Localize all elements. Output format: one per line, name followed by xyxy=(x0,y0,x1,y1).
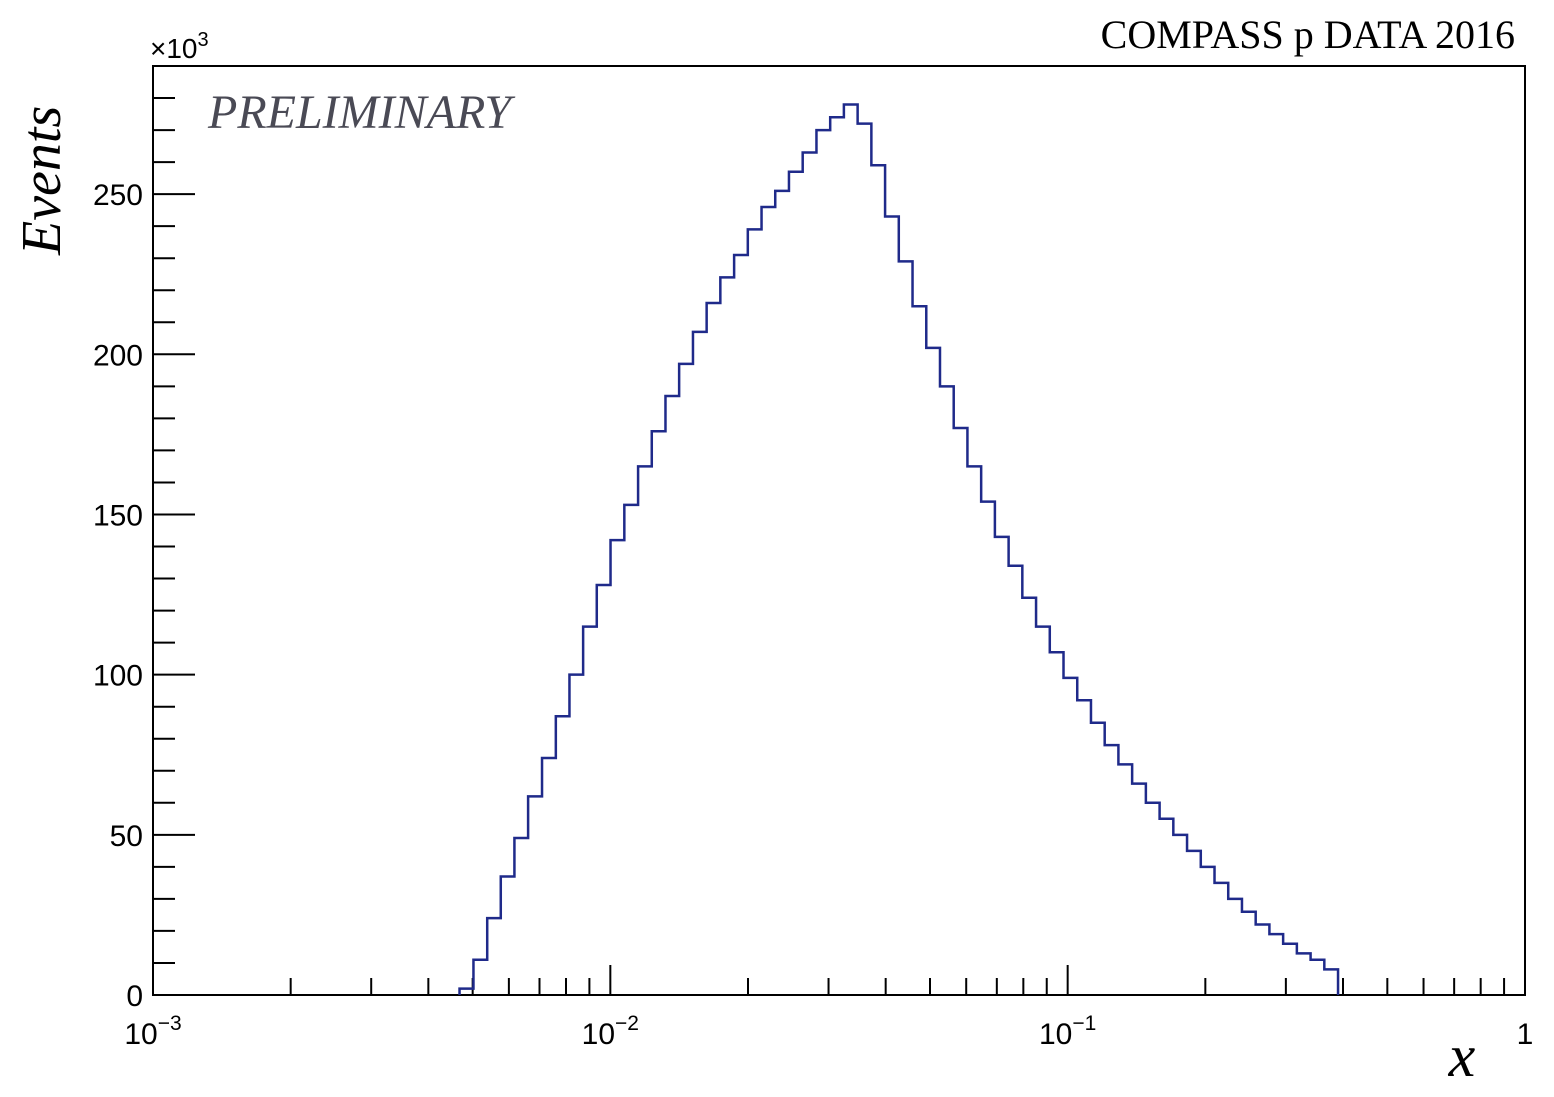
histogram-bin xyxy=(816,130,830,995)
y-multiplier-base: ×10 xyxy=(150,33,198,64)
y-tick-label: 0 xyxy=(126,980,143,1013)
y-axis-label: Events xyxy=(11,106,73,256)
histogram-bin xyxy=(748,229,762,995)
histogram-bin xyxy=(899,261,913,995)
histogram-bin xyxy=(1324,969,1338,995)
histogram-bin xyxy=(1105,745,1119,995)
histogram-bin xyxy=(665,396,679,995)
histogram-bin xyxy=(871,165,885,995)
x-tick-base: 1 xyxy=(1517,1018,1534,1051)
histogram-bin xyxy=(473,960,487,995)
histogram-bin xyxy=(1242,912,1256,995)
histogram-bin xyxy=(1064,678,1078,995)
histogram-bin xyxy=(830,117,844,995)
y-axis-multiplier: ×103 xyxy=(150,29,209,64)
histogram-bin xyxy=(954,428,968,995)
histogram-bin xyxy=(1118,764,1132,995)
y-tick-label: 100 xyxy=(93,660,143,693)
histogram-bin xyxy=(858,124,872,995)
histogram-bin xyxy=(720,277,734,995)
histogram-bin xyxy=(514,838,528,995)
histogram-bin xyxy=(981,502,995,995)
x-tick-label: 10−3 xyxy=(124,1012,181,1051)
histogram-bin xyxy=(1160,819,1174,995)
histogram-bin xyxy=(1215,883,1229,995)
histogram-bin xyxy=(597,585,611,995)
histogram-bin xyxy=(844,104,858,995)
histogram-bin xyxy=(1091,723,1105,995)
histogram-bin xyxy=(885,217,899,995)
chart-title: COMPASS p DATA 2016 xyxy=(1101,12,1515,57)
histogram-bin xyxy=(775,191,789,995)
histogram-bin xyxy=(734,255,748,995)
histogram-bin xyxy=(1132,784,1146,995)
histogram-bin xyxy=(1311,960,1325,995)
histogram-bin xyxy=(1022,598,1036,995)
x-tick-label: 10−1 xyxy=(1039,1012,1096,1051)
histogram-bin xyxy=(1187,851,1201,995)
histogram-bin xyxy=(1256,925,1270,995)
histogram-bin xyxy=(913,306,927,995)
histogram-bin xyxy=(460,989,474,995)
x-tick-exponent: −1 xyxy=(1072,1012,1096,1035)
histogram-bin xyxy=(940,386,954,995)
histogram-bin xyxy=(926,348,940,995)
x-tick-base: 10 xyxy=(1039,1018,1072,1051)
histogram-outline xyxy=(458,103,1340,995)
x-tick-exponent: −3 xyxy=(158,1012,182,1035)
y-tick-label: 200 xyxy=(93,339,143,372)
histogram-bin xyxy=(995,537,1009,995)
histogram-bin xyxy=(693,332,707,995)
histogram-bins xyxy=(458,103,1340,995)
histogram-bin xyxy=(1036,627,1050,995)
histogram-bin xyxy=(528,796,542,995)
histogram-bin xyxy=(679,364,693,995)
histogram-bin xyxy=(542,758,556,995)
y-tick-label: 50 xyxy=(110,820,143,853)
preliminary-label: PRELIMINARY xyxy=(207,86,515,139)
histogram-bin xyxy=(501,876,515,995)
x-tick-label: 1 xyxy=(1517,1018,1534,1051)
axis-ticks xyxy=(152,97,1526,996)
histogram-bin xyxy=(487,918,501,995)
histogram-bin xyxy=(556,716,570,995)
histogram-bin xyxy=(569,675,583,995)
histogram-bin xyxy=(789,172,803,995)
histogram-bin xyxy=(583,627,597,995)
histogram-bin xyxy=(638,466,652,995)
histogram-bin xyxy=(624,505,638,995)
histogram-bin xyxy=(652,431,666,995)
x-tick-base: 10 xyxy=(124,1018,157,1051)
histogram-bin xyxy=(1077,700,1091,995)
x-tick-label: 10−2 xyxy=(582,1012,639,1051)
histogram-bin xyxy=(803,152,817,995)
histogram-bin xyxy=(1050,652,1064,995)
histogram-bin xyxy=(1201,867,1215,995)
histogram-bin xyxy=(707,303,721,995)
plot-frame xyxy=(152,65,1526,996)
x-tick-exponent: −2 xyxy=(615,1012,639,1035)
y-tick-label: 250 xyxy=(93,179,143,212)
histogram-bin xyxy=(1269,934,1283,995)
histogram-bin xyxy=(967,466,981,995)
histogram-bin xyxy=(762,207,776,995)
histogram-bin xyxy=(1283,944,1297,995)
y-tick-label: 150 xyxy=(93,499,143,532)
histogram-bin xyxy=(1228,899,1242,995)
x-tick-base: 10 xyxy=(582,1018,615,1051)
histogram-bin xyxy=(1009,566,1023,995)
histogram-bin xyxy=(1173,835,1187,995)
y-multiplier-exponent: 3 xyxy=(198,29,209,51)
x-axis-label: x xyxy=(1448,1023,1476,1089)
histogram-bin xyxy=(611,540,625,995)
histogram-bin xyxy=(1297,953,1311,995)
histogram-bin xyxy=(1146,803,1160,995)
